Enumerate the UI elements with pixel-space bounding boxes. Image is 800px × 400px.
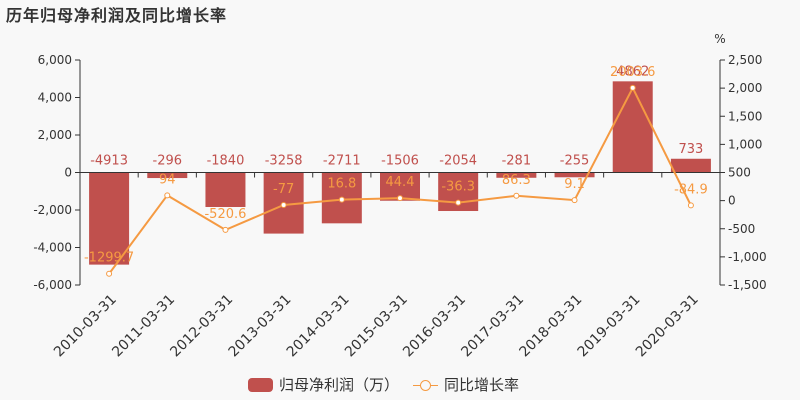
left-axis-tick-label: 4,000 [38, 91, 72, 105]
legend-label-net-profit: 归母净利润（万） [279, 376, 400, 394]
left-axis-tick-label: 6,000 [38, 53, 72, 67]
line-point[interactable] [513, 192, 520, 199]
bar[interactable] [205, 172, 246, 208]
line-point[interactable] [687, 202, 694, 209]
growth-rate-label: 2003.6 [610, 65, 656, 80]
bar-value-label: -1506 [381, 154, 419, 169]
growth-rate-label: -520.6 [204, 207, 246, 222]
right-axis-tick-label: 1,500 [728, 109, 762, 123]
bar[interactable] [89, 172, 130, 265]
right-axis-tick-label: -500 [728, 222, 755, 236]
bar-value-label: -4913 [90, 154, 128, 169]
bar[interactable] [496, 172, 537, 178]
line-point[interactable] [571, 197, 578, 204]
line-point[interactable] [164, 192, 171, 199]
line-point[interactable] [629, 84, 636, 91]
right-axis-tick-label: 0 [728, 194, 736, 208]
bar-swatch-icon [248, 377, 273, 392]
left-axis-tick-label: -2,000 [33, 203, 72, 217]
bar-value-label: -281 [502, 154, 532, 169]
bar[interactable] [147, 172, 188, 179]
left-axis-tick-label: 0 [64, 166, 72, 180]
growth-rate-label: -84.9 [674, 182, 708, 197]
left-axis-tick-label: -4,000 [33, 241, 72, 255]
left-axis-tick-label: 2,000 [38, 128, 72, 142]
legend-item-net-profit[interactable]: 归母净利润（万） [248, 374, 399, 395]
growth-rate-label: 44.4 [386, 175, 415, 190]
right-axis-tick-label: 2,000 [728, 81, 762, 95]
right-axis-tick-label: 2,500 [728, 53, 762, 67]
growth-rate-label: -1299.7 [84, 251, 134, 266]
right-axis-tick-label: -1,500 [728, 278, 767, 292]
growth-rate-label: 9.1 [564, 177, 585, 192]
growth-rate-label: -36.3 [441, 180, 475, 195]
line-point[interactable] [338, 196, 345, 203]
legend: 归母净利润（万） 同比增长率 [248, 374, 533, 395]
growth-rate-label: -77 [273, 182, 294, 197]
line-point[interactable] [280, 201, 287, 208]
growth-rate-label: 94 [159, 172, 176, 187]
line-point[interactable] [397, 195, 403, 202]
line-point[interactable] [106, 270, 113, 277]
right-axis-tick-label: 1,000 [728, 137, 762, 151]
bar-value-label: -2054 [439, 154, 477, 169]
right-axis-tick-label: -1,000 [728, 250, 767, 264]
bar[interactable] [554, 172, 595, 178]
bar[interactable] [670, 158, 711, 173]
right-axis-unit: % [714, 32, 725, 46]
bar-value-label: 733 [678, 142, 703, 157]
bar-value-label: -296 [153, 154, 183, 169]
growth-rate-label: 86.3 [502, 173, 531, 188]
bar-value-label: -255 [560, 154, 590, 169]
legend-item-growth-rate[interactable]: 同比增长率 [413, 374, 519, 395]
x-axis-label: 2020-03-31 [633, 292, 702, 361]
bar-value-label: -2711 [323, 154, 361, 169]
line-point[interactable] [455, 199, 462, 206]
line-point[interactable] [222, 226, 229, 233]
chart-title: 历年归母净利润及同比增长率 [6, 6, 228, 25]
growth-rate-label: 16.8 [327, 177, 356, 192]
left-axis-tick-label: -6,000 [33, 278, 72, 292]
line-marker-icon [413, 378, 439, 392]
bar-value-label: 4862 [616, 64, 649, 79]
bar-value-label: -1840 [207, 154, 245, 169]
right-axis-tick-label: 500 [728, 166, 751, 180]
bar-value-label: -3258 [265, 154, 303, 169]
bar[interactable] [612, 81, 653, 173]
legend-label-growth-rate: 同比增长率 [444, 376, 520, 394]
